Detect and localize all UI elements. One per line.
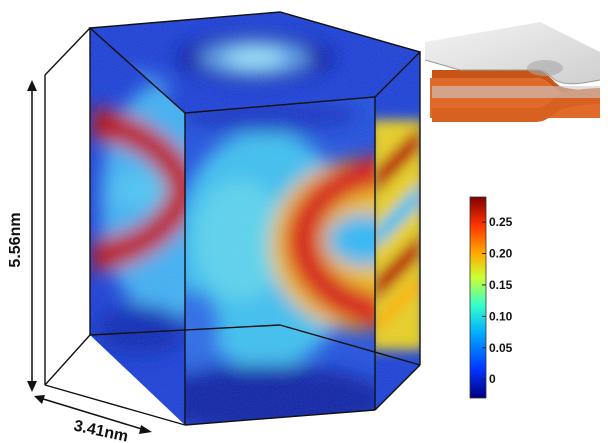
colorbar-tick-label: 0.25 [489, 215, 513, 229]
field-front-face [185, 97, 375, 425]
colorbar-tick-label: 0.10 [489, 309, 513, 323]
colorbar-ticks: 0.25 0.20 0.15 0.10 0.05 0 [482, 215, 513, 386]
colorbar-tick-label: 0 [489, 372, 496, 386]
height-label: 5.56nm [7, 212, 24, 267]
colorbar: 0.25 0.20 0.15 0.10 0.05 0 [469, 196, 513, 399]
layered-structure-inset [424, 22, 601, 122]
colorbar-tick-label: 0.15 [489, 278, 513, 292]
height-dimension: 5.56nm [7, 80, 37, 392]
colorbar-tick-label: 0.05 [489, 341, 513, 355]
width-dimension: 3.41nm [34, 395, 152, 443]
colorbar-gradient [469, 196, 487, 399]
field-right-face [375, 52, 420, 410]
colorbar-tick-label: 0.20 [489, 247, 513, 261]
bounding-box-edges [44, 11, 422, 426]
width-label: 3.41nm [72, 418, 129, 443]
